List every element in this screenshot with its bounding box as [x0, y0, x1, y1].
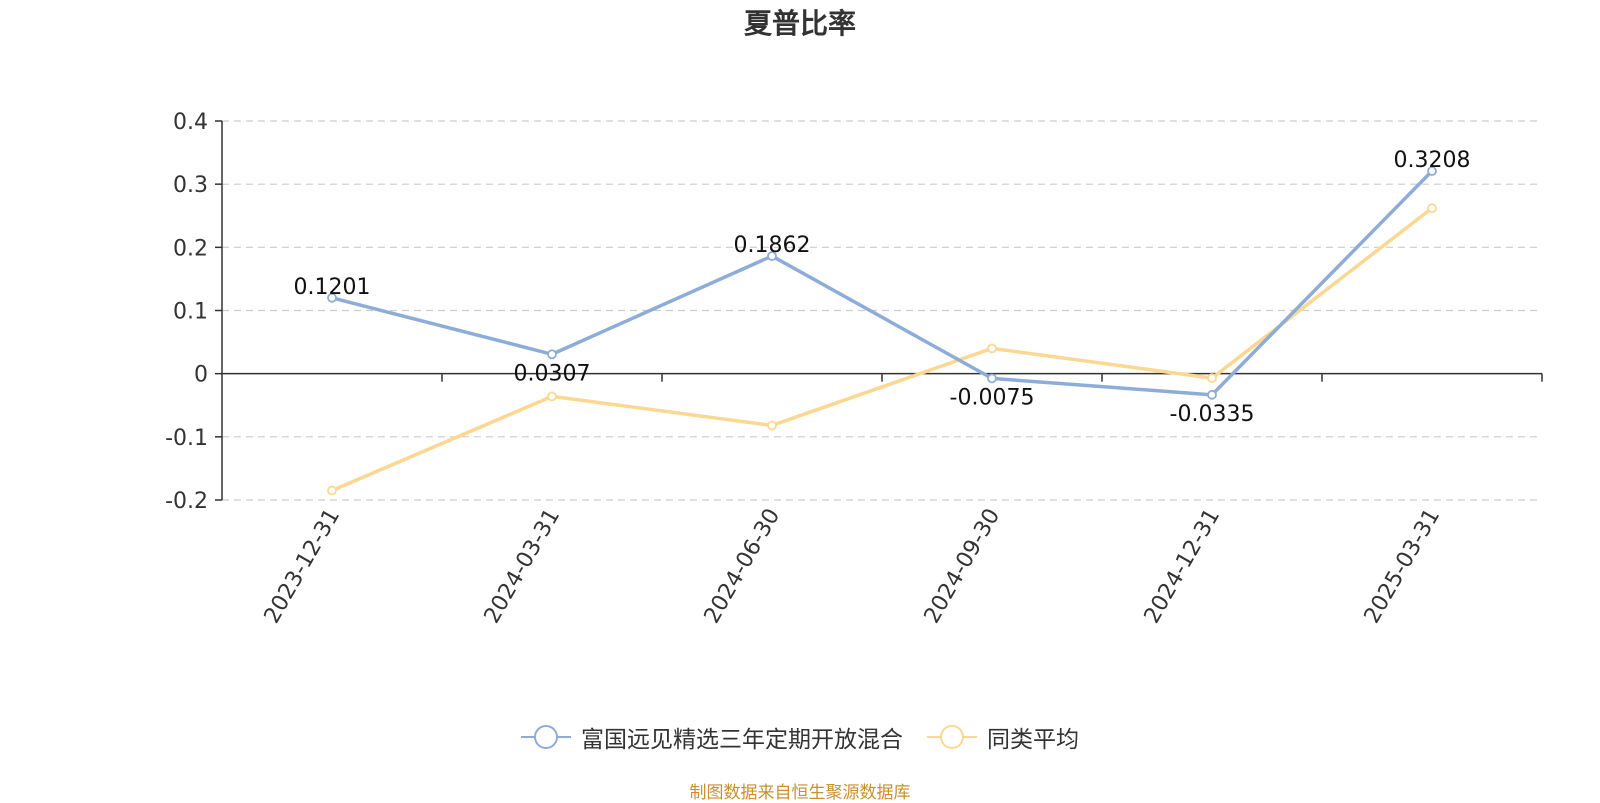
- y-tick-label: 0: [194, 363, 208, 388]
- data-label: 0.3208: [1394, 148, 1471, 173]
- data-point-1: [1427, 203, 1437, 214]
- data-point-0: [987, 373, 997, 384]
- y-tick-label: 0.2: [173, 236, 208, 261]
- data-point-0: [1207, 389, 1217, 400]
- legend-item-fund[interactable]: 富国远见精选三年定期开放混合: [521, 720, 903, 754]
- data-point-1: [547, 391, 557, 402]
- x-tick-label: 2024-09-30: [920, 505, 1006, 628]
- data-point-1: [987, 343, 997, 354]
- legend[interactable]: 富国远见精选三年定期开放混合 同类平均: [0, 720, 1600, 754]
- data-point-0: [327, 292, 337, 303]
- legend-label-average: 同类平均: [987, 727, 1079, 753]
- source-note: 制图数据来自恒生聚源数据库: [689, 783, 911, 803]
- legend-line-circle-icon: [927, 725, 977, 749]
- legend-item-average[interactable]: 同类平均: [927, 720, 1079, 754]
- x-tick-label: 2023-12-31: [260, 505, 346, 628]
- data-label: 0.1862: [734, 233, 811, 258]
- x-tick-label: 2024-03-31: [480, 505, 566, 628]
- data-label: -0.0075: [950, 385, 1035, 410]
- y-tick-label: 0.1: [173, 300, 208, 325]
- series-line-0: [331, 169, 1434, 397]
- data-point-0: [1427, 166, 1437, 176]
- data-point-1: [1207, 373, 1217, 383]
- y-tick-label: 0.3: [173, 173, 208, 198]
- x-tick-label: 2024-06-30: [700, 505, 786, 628]
- x-tick-label: 2024-12-31: [1140, 505, 1226, 628]
- data-point-0: [767, 251, 777, 261]
- x-tick-label: 2025-03-31: [1360, 505, 1446, 628]
- chart-title: 夏普比率: [743, 7, 856, 40]
- data-point-0: [547, 349, 557, 360]
- data-label: -0.0335: [1170, 402, 1255, 427]
- series-line-1: [331, 206, 1434, 493]
- y-tick-label: 0.4: [173, 110, 208, 135]
- y-tick-label: -0.2: [165, 489, 208, 514]
- data-label: 0.0307: [514, 361, 591, 386]
- data-label: 0.1201: [294, 275, 371, 300]
- legend-line-circle-icon: [521, 725, 571, 749]
- y-tick-label: -0.1: [165, 426, 208, 451]
- data-point-1: [767, 420, 777, 431]
- data-point-1: [327, 485, 337, 496]
- legend-label-fund: 富国远见精选三年定期开放混合: [581, 727, 903, 753]
